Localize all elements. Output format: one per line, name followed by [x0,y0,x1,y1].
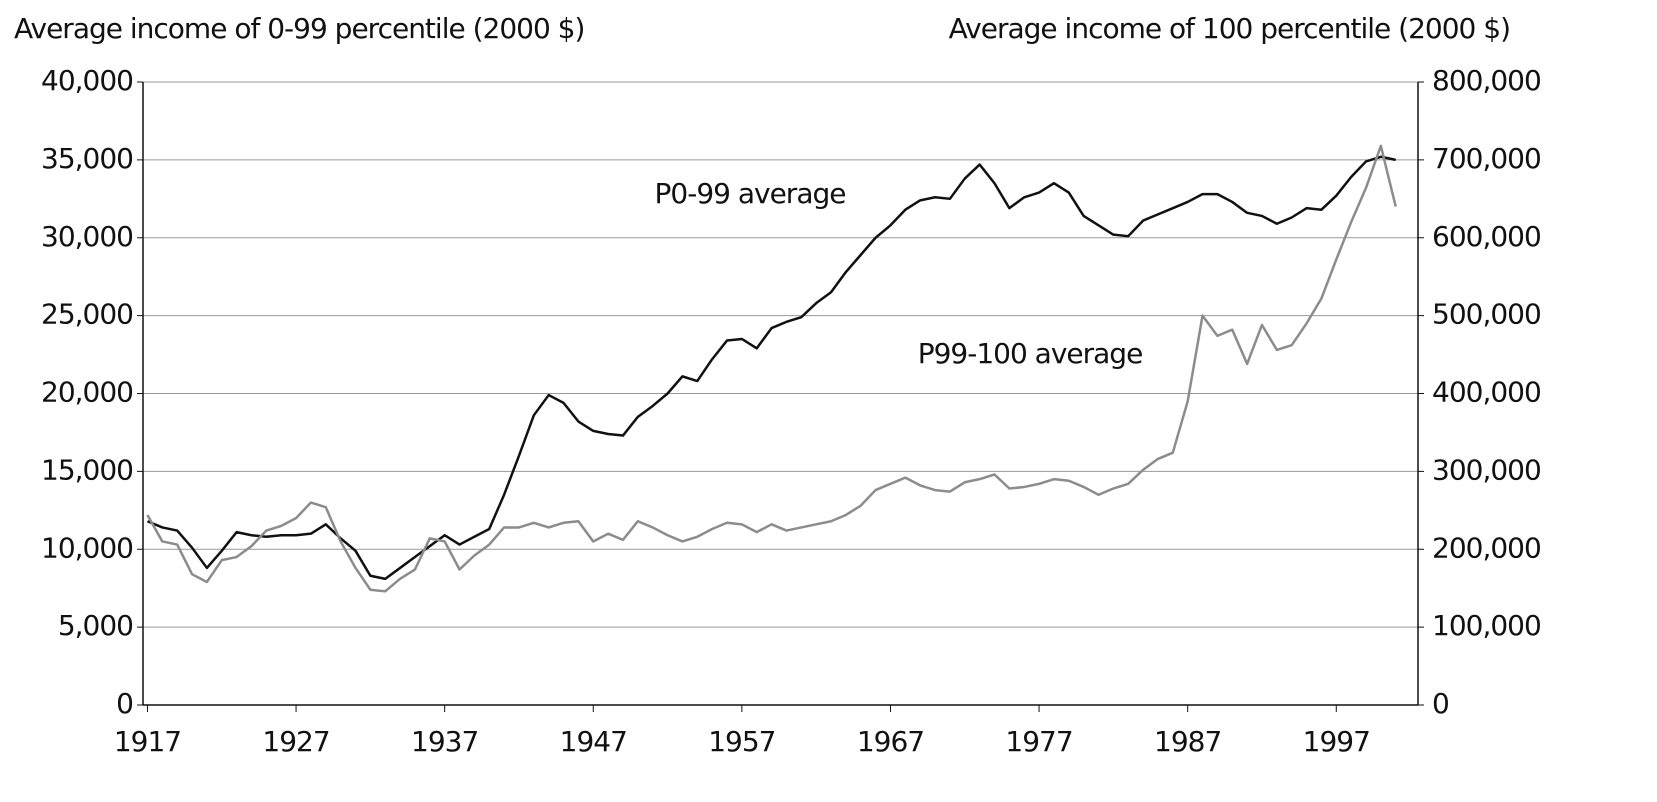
x-tick-label: 1947 [560,725,627,758]
x-tick-label: 1967 [857,725,924,758]
y2-tick-label: 400,000 [1432,376,1541,409]
annotation: P99-100 average [918,337,1143,370]
x-tick-label: 1927 [262,725,329,758]
y-tick-label: 5,000 [58,609,133,642]
x-tick-label: 1977 [1005,725,1072,758]
y2-tick-label: 100,000 [1432,609,1541,642]
series-line [146,155,1396,581]
y-tick-label: 20,000 [41,376,133,409]
series-line [146,144,1397,593]
x-tick-label: 1917 [114,725,181,758]
y-tick-label: 35,000 [41,142,133,175]
y2-axis-title: Average income of 100 percentile (2000 $… [949,12,1510,45]
y2-tick-label: 700,000 [1432,142,1541,175]
y-tick-label: 25,000 [41,298,133,331]
annotation: P0-99 average [655,177,846,210]
y2-tick-label: 200,000 [1432,531,1541,564]
x-tick-label: 1987 [1154,725,1221,758]
y2-tick-label: 0 [1432,687,1449,720]
y-tick-label: 30,000 [41,220,133,253]
y-tick-label: 40,000 [41,64,133,97]
y2-tick-label: 800,000 [1432,64,1541,97]
y-tick-label: 15,000 [41,453,133,486]
y2-tick-label: 300,000 [1432,453,1541,486]
y-tick-label: 0 [116,687,133,720]
y2-tick-label: 600,000 [1432,220,1541,253]
x-tick-label: 1957 [708,725,775,758]
x-tick-label: 1937 [411,725,478,758]
y-axis-title: Average income of 0-99 percentile (2000 … [14,12,584,45]
x-tick-label: 1997 [1303,725,1370,758]
y-tick-label: 10,000 [41,531,133,564]
y2-tick-label: 500,000 [1432,298,1541,331]
